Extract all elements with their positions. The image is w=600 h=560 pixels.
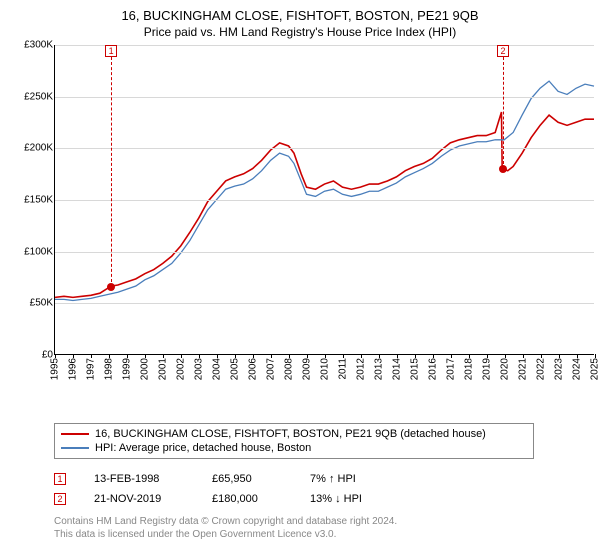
gridline	[55, 148, 594, 149]
footer-line-2: This data is licensed under the Open Gov…	[54, 528, 590, 541]
x-axis-tick-label: 1997	[86, 358, 97, 380]
footer-attribution: Contains HM Land Registry data © Crown c…	[54, 515, 590, 541]
y-axis-tick-label: £50K	[30, 298, 55, 309]
sale-marker-badge: 1	[105, 45, 117, 57]
x-axis-tick-label: 2001	[158, 358, 169, 380]
legend-item: HPI: Average price, detached house, Bost…	[61, 441, 527, 455]
chart-area: £0£50K£100K£150K£200K£250K£300K199519961…	[36, 45, 596, 385]
x-axis-tick-label: 2007	[266, 358, 277, 380]
x-axis-tick-label: 2004	[212, 358, 223, 380]
x-axis-tick-label: 2003	[194, 358, 205, 380]
x-axis-tick-label: 2015	[410, 358, 421, 380]
gridline	[55, 97, 594, 98]
chart-title: 16, BUCKINGHAM CLOSE, FISHTOFT, BOSTON, …	[10, 8, 590, 23]
sale-hpi-diff: 13% ↓ HPI	[310, 493, 390, 505]
sales-table: 1 13-FEB-1998 £65,950 7% ↑ HPI 2 21-NOV-2019 £…	[54, 469, 590, 509]
series-price_paid	[55, 112, 594, 297]
legend-item: 16, BUCKINGHAM CLOSE, FISHTOFT, BOSTON, …	[61, 427, 527, 441]
x-axis-tick-label: 1996	[68, 358, 79, 380]
legend-box: 16, BUCKINGHAM CLOSE, FISHTOFT, BOSTON, …	[54, 423, 534, 459]
chart-container: 16, BUCKINGHAM CLOSE, FISHTOFT, BOSTON, …	[0, 0, 600, 560]
x-axis-tick-label: 2016	[428, 358, 439, 380]
sale-price: £65,950	[212, 473, 282, 485]
x-axis-tick-label: 2023	[554, 358, 565, 380]
x-axis-tick-label: 2005	[230, 358, 241, 380]
sale-date: 13-FEB-1998	[94, 473, 184, 485]
y-axis-tick-label: £200K	[24, 143, 55, 154]
y-axis-tick-label: £100K	[24, 246, 55, 257]
x-axis-tick-label: 2017	[446, 358, 457, 380]
legend-label: 16, BUCKINGHAM CLOSE, FISHTOFT, BOSTON, …	[95, 428, 486, 440]
x-axis-tick-label: 2006	[248, 358, 259, 380]
sale-row: 1 13-FEB-1998 £65,950 7% ↑ HPI	[54, 469, 590, 489]
sale-marker-line	[111, 57, 112, 287]
legend-swatch	[61, 433, 89, 435]
sale-price: £180,000	[212, 493, 282, 505]
gridline	[55, 303, 594, 304]
x-axis-tick-label: 2019	[482, 358, 493, 380]
x-axis-tick-label: 2025	[590, 358, 600, 380]
x-axis-tick-label: 2011	[338, 358, 349, 380]
sale-row-marker: 1	[54, 473, 66, 485]
sale-row: 2 21-NOV-2019 £180,000 13% ↓ HPI	[54, 489, 590, 509]
legend-swatch	[61, 447, 89, 449]
sale-date: 21-NOV-2019	[94, 493, 184, 505]
plot-region: £0£50K£100K£150K£200K£250K£300K199519961…	[54, 45, 594, 355]
sale-marker-dot	[499, 165, 507, 173]
legend-label: HPI: Average price, detached house, Bost…	[95, 442, 311, 454]
x-axis-tick-label: 2012	[356, 358, 367, 380]
chart-subtitle: Price paid vs. HM Land Registry's House …	[10, 25, 590, 39]
x-axis-tick-label: 1995	[50, 358, 61, 380]
footer-line-1: Contains HM Land Registry data © Crown c…	[54, 515, 590, 528]
gridline	[55, 252, 594, 253]
x-axis-tick-label: 2021	[518, 358, 529, 380]
gridline	[55, 200, 594, 201]
x-axis-tick-label: 2008	[284, 358, 295, 380]
x-axis-tick-label: 2020	[500, 358, 511, 380]
series-hpi	[55, 81, 594, 300]
x-axis-tick-label: 1999	[122, 358, 133, 380]
sale-marker-badge: 2	[497, 45, 509, 57]
sale-marker-dot	[107, 283, 115, 291]
gridline	[55, 45, 594, 46]
y-axis-tick-label: £300K	[24, 40, 55, 51]
x-axis-tick-label: 2010	[320, 358, 331, 380]
x-axis-tick-label: 1998	[104, 358, 115, 380]
sale-row-marker: 2	[54, 493, 66, 505]
x-axis-tick-label: 2013	[374, 358, 385, 380]
x-axis-tick-label: 2022	[536, 358, 547, 380]
sale-marker-line	[503, 57, 504, 169]
x-axis-tick-label: 2002	[176, 358, 187, 380]
x-axis-tick-label: 2018	[464, 358, 475, 380]
y-axis-tick-label: £250K	[24, 91, 55, 102]
y-axis-tick-label: £150K	[24, 195, 55, 206]
x-axis-tick-label: 2009	[302, 358, 313, 380]
x-axis-tick-label: 2024	[572, 358, 583, 380]
sale-hpi-diff: 7% ↑ HPI	[310, 473, 390, 485]
x-axis-tick-label: 2014	[392, 358, 403, 380]
x-axis-tick-label: 2000	[140, 358, 151, 380]
